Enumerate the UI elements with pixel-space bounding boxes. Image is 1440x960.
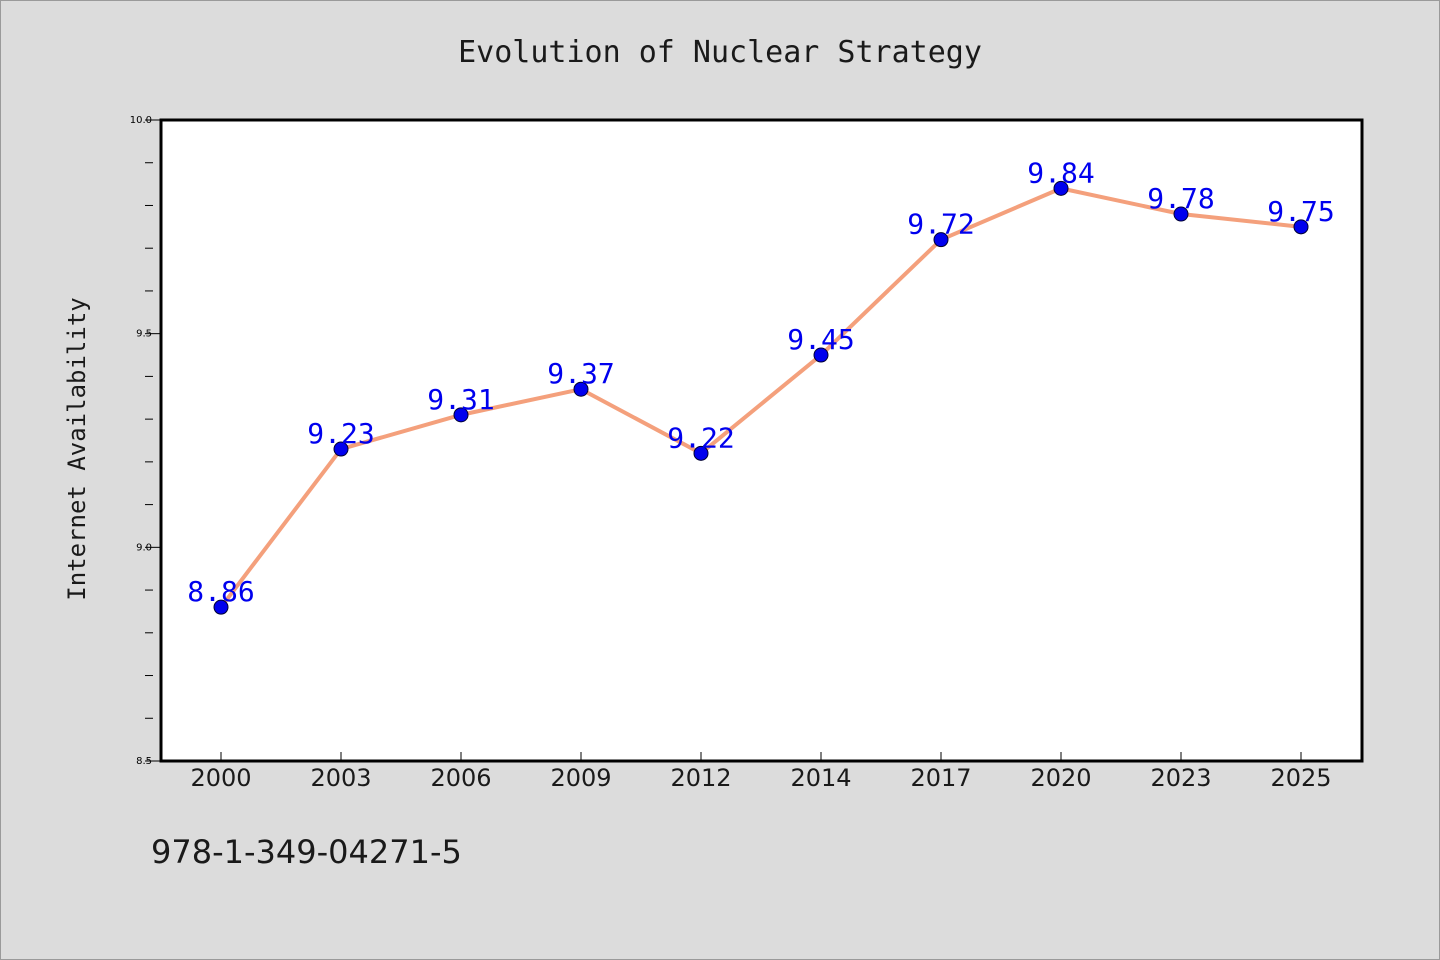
x-tick-label: 2014	[790, 764, 851, 792]
isbn-text: 978-1-349-04271-5	[151, 833, 462, 871]
data-label: 9.75	[1267, 195, 1334, 228]
y-tick-label: 8.5	[136, 756, 152, 767]
data-point	[1053, 180, 1069, 196]
data-label: 8.86	[187, 575, 254, 608]
plot-area	[159, 118, 1364, 763]
y-axis-label: Internet Availability	[63, 297, 91, 601]
x-tick-label: 2025	[1270, 764, 1331, 792]
data-label: 9.31	[427, 383, 494, 416]
y-tick-label: 10.0	[130, 115, 152, 126]
x-tick-label: 2009	[550, 764, 611, 792]
data-label: 9.22	[667, 421, 734, 454]
x-tick-label: 2003	[310, 764, 371, 792]
x-tick-label: 2020	[1030, 764, 1091, 792]
chart-title: Evolution of Nuclear Strategy	[458, 35, 982, 70]
x-tick-label: 2012	[670, 764, 731, 792]
data-label: 9.45	[787, 323, 854, 356]
y-tick-label: 9.0	[136, 542, 152, 553]
x-tick-label: 2023	[1150, 764, 1211, 792]
data-label: 9.72	[907, 208, 974, 241]
data-point	[333, 441, 349, 457]
data-point	[213, 599, 229, 615]
data-point	[573, 381, 589, 397]
data-label: 9.23	[307, 417, 374, 450]
data-point	[1173, 206, 1189, 222]
data-point	[693, 445, 709, 461]
x-tick-label: 2017	[910, 764, 971, 792]
data-point	[933, 232, 949, 248]
data-point	[453, 407, 469, 423]
y-tick-label: 9.5	[136, 329, 152, 340]
data-label: 9.84	[1027, 156, 1094, 189]
x-tick-label: 2006	[430, 764, 491, 792]
data-point	[813, 347, 829, 363]
data-label: 9.78	[1147, 182, 1214, 215]
data-label: 9.37	[547, 357, 614, 390]
x-tick-label: 2000	[190, 764, 251, 792]
series-line	[219, 186, 1303, 610]
data-point	[1293, 219, 1309, 235]
